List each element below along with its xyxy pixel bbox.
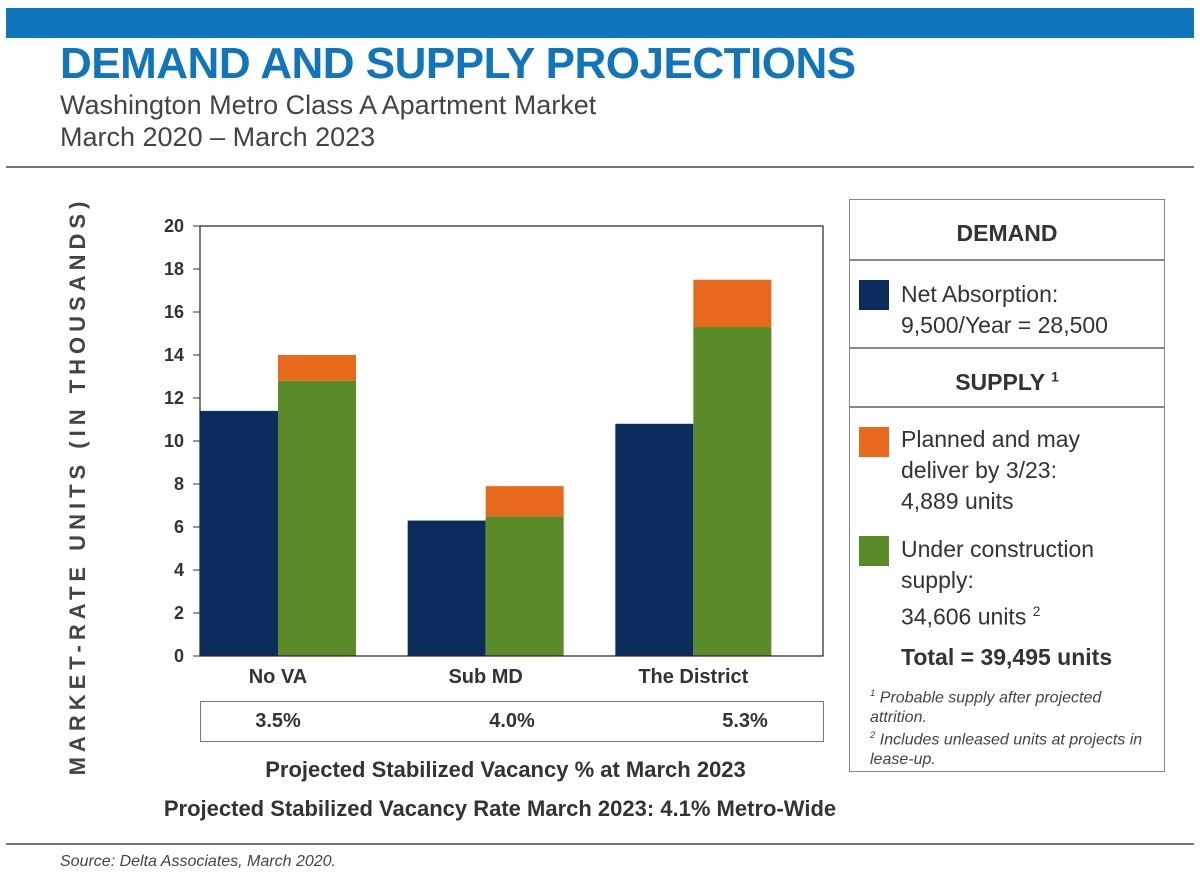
legend-construction-units-text: 34,606 units bbox=[901, 603, 1027, 630]
legend-total: Total = 39,495 units bbox=[901, 644, 1113, 670]
y-tick-label: 6 bbox=[174, 517, 184, 537]
legend-planned-line: deliver by 3/23: bbox=[901, 457, 1057, 483]
bar-net-absorption bbox=[200, 410, 278, 656]
footnote-text: Probable supply after projected attritio… bbox=[870, 689, 1102, 727]
under-construction-swatch bbox=[859, 536, 889, 566]
legend-construction-units: 34,606 units 2 bbox=[901, 596, 1094, 633]
legend-divider bbox=[850, 347, 1164, 349]
plot-frame bbox=[199, 225, 824, 657]
bar-net-absorption bbox=[407, 520, 486, 656]
bar-planned bbox=[693, 279, 772, 328]
footnote-mark: 2 bbox=[870, 730, 876, 741]
bar-net-absorption bbox=[615, 423, 694, 656]
footnote-text: Includes unleased units at projects in l… bbox=[870, 731, 1143, 769]
bar-planned bbox=[485, 486, 564, 517]
footnote-ref: 1 bbox=[1051, 369, 1059, 385]
y-tick-label: 18 bbox=[164, 259, 184, 279]
subtitle-period: March 2020 – March 2023 bbox=[60, 122, 376, 152]
footnote-ref: 2 bbox=[1032, 604, 1041, 619]
vacancy-rate-sub-md: 4.0% bbox=[489, 710, 535, 732]
legend-construction-line: supply: bbox=[901, 567, 974, 593]
legend-supply-label: SUPPLY bbox=[955, 369, 1045, 395]
legend-planned-line: Planned and may bbox=[901, 426, 1081, 452]
legend-planned: Planned and may deliver by 3/23: 4,889 u… bbox=[901, 424, 1080, 517]
vacancy-caption: Projected Stabilized Vacancy % at March … bbox=[265, 757, 746, 782]
top-divider bbox=[6, 166, 1194, 168]
vacancy-row-box bbox=[200, 701, 824, 742]
y-tick-label: 20 bbox=[164, 216, 184, 236]
bar-under-construction bbox=[693, 327, 772, 656]
bar-under-construction bbox=[278, 380, 356, 656]
x-category-label: The District bbox=[638, 666, 748, 688]
y-tick-label: 16 bbox=[164, 302, 184, 322]
legend-construction-line: Under construction bbox=[901, 536, 1095, 562]
y-tick-label: 0 bbox=[174, 646, 184, 666]
bar-planned bbox=[278, 355, 356, 381]
legend-panel: DEMAND Net Absorption: 9,500/Year = 28,5… bbox=[849, 199, 1165, 772]
planned-swatch bbox=[859, 427, 889, 457]
y-tick-label: 2 bbox=[174, 603, 184, 623]
vacancy-rate-no-va: 3.5% bbox=[255, 710, 301, 732]
y-tick-label: 8 bbox=[174, 474, 184, 494]
y-tick-label: 10 bbox=[164, 431, 184, 451]
legend-divider bbox=[850, 406, 1164, 408]
legend-planned-units: 4,889 units bbox=[901, 488, 1014, 514]
legend-divider bbox=[850, 259, 1164, 261]
legend-net-absorption-label: Net Absorption: bbox=[901, 281, 1059, 307]
y-tick-label: 4 bbox=[174, 560, 184, 580]
header-bar bbox=[6, 8, 1194, 38]
legend-net-absorption-value: 9,500/Year = 28,500 bbox=[901, 312, 1108, 338]
x-category-label: Sub MD bbox=[448, 666, 522, 688]
subtitle-market: Washington Metro Class A Apartment Marke… bbox=[60, 90, 597, 120]
page-title: DEMAND AND SUPPLY PROJECTIONS bbox=[60, 39, 856, 88]
y-tick-label: 14 bbox=[164, 345, 184, 365]
footnote-mark: 1 bbox=[870, 688, 876, 699]
legend-under-construction: Under construction supply: 34,606 units … bbox=[901, 534, 1094, 633]
net-absorption-swatch bbox=[859, 280, 889, 310]
legend-supply-header: SUPPLY 1 bbox=[850, 369, 1164, 396]
legend-net-absorption: Net Absorption: 9,500/Year = 28,500 bbox=[901, 279, 1108, 341]
bar-under-construction bbox=[485, 516, 564, 656]
x-category-label: No VA bbox=[249, 666, 308, 688]
source-note: Source: Delta Associates, March 2020. bbox=[60, 853, 336, 870]
footnote-1: 1 Probable supply after projected attrit… bbox=[870, 684, 1160, 728]
footnote-2: 2 Includes unleased units at projects in… bbox=[870, 726, 1160, 770]
legend-demand-header: DEMAND bbox=[956, 220, 1058, 246]
y-tick-label: 12 bbox=[164, 388, 184, 408]
vacancy-rate-district: 5.3% bbox=[722, 710, 768, 732]
metro-vacancy-caption: Projected Stabilized Vacancy Rate March … bbox=[163, 796, 837, 821]
bottom-divider bbox=[6, 843, 1194, 845]
